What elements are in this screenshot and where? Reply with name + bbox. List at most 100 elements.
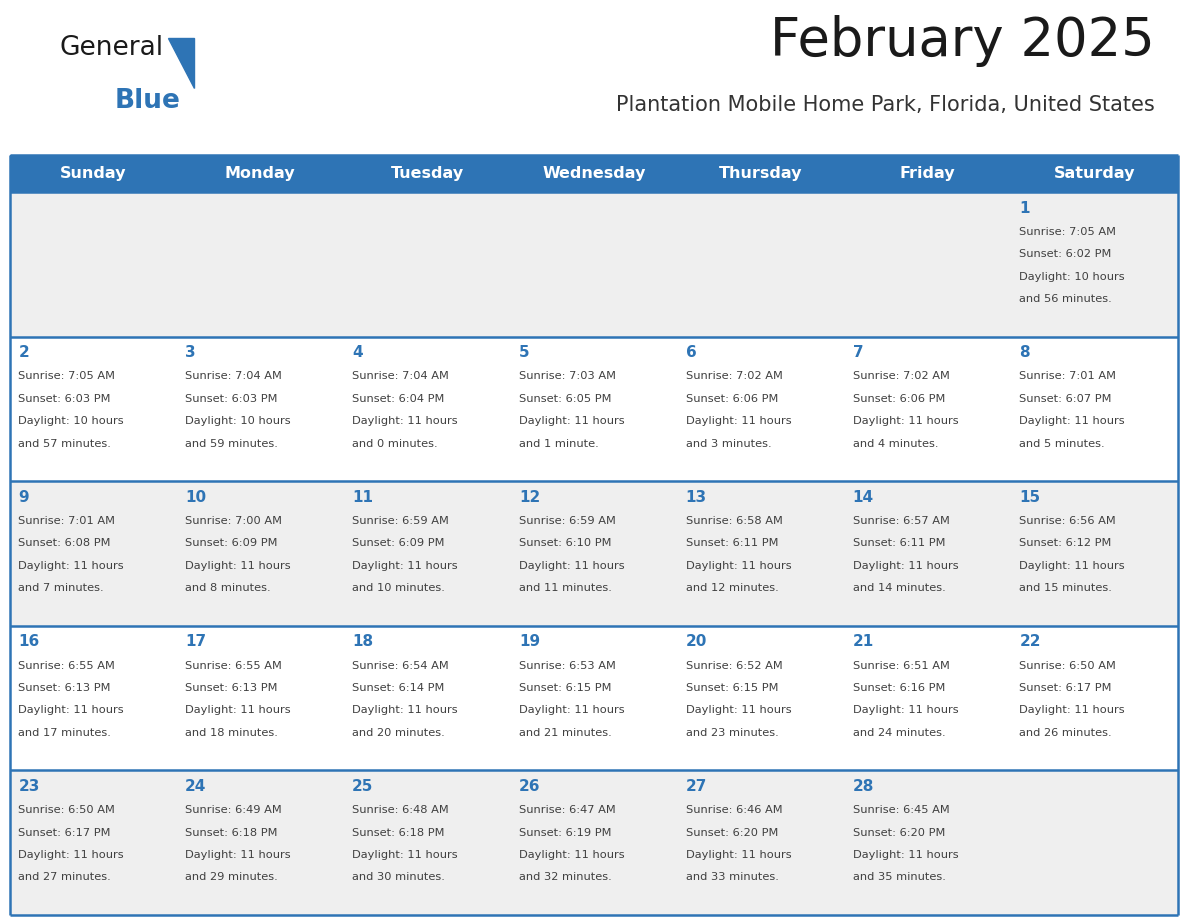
- Text: Sunrise: 6:46 AM: Sunrise: 6:46 AM: [685, 805, 783, 815]
- Bar: [343, 481, 511, 626]
- Text: Sunset: 6:06 PM: Sunset: 6:06 PM: [685, 394, 778, 404]
- Text: Daylight: 10 hours: Daylight: 10 hours: [1019, 272, 1125, 282]
- Bar: [511, 481, 677, 626]
- Text: 11: 11: [352, 490, 373, 505]
- Text: 4: 4: [352, 345, 362, 360]
- Bar: [677, 337, 845, 481]
- Text: Daylight: 11 hours: Daylight: 11 hours: [352, 416, 457, 426]
- Text: Daylight: 11 hours: Daylight: 11 hours: [352, 850, 457, 860]
- Text: Thursday: Thursday: [719, 166, 803, 181]
- Text: Sunrise: 6:50 AM: Sunrise: 6:50 AM: [1019, 661, 1117, 670]
- Bar: [1011, 626, 1178, 770]
- Text: Sunrise: 6:55 AM: Sunrise: 6:55 AM: [18, 661, 115, 670]
- Text: and 1 minute.: and 1 minute.: [519, 439, 599, 449]
- Bar: [845, 770, 1011, 915]
- Bar: [177, 481, 343, 626]
- Text: and 15 minutes.: and 15 minutes.: [1019, 583, 1112, 593]
- Bar: [343, 626, 511, 770]
- Text: and 14 minutes.: and 14 minutes.: [853, 583, 946, 593]
- Text: Sunset: 6:14 PM: Sunset: 6:14 PM: [352, 683, 444, 693]
- Text: 24: 24: [185, 779, 207, 794]
- Text: 19: 19: [519, 634, 541, 649]
- Text: 21: 21: [853, 634, 874, 649]
- Text: Sunrise: 6:56 AM: Sunrise: 6:56 AM: [1019, 516, 1117, 526]
- Text: Sunrise: 7:02 AM: Sunrise: 7:02 AM: [685, 371, 783, 381]
- Text: Friday: Friday: [899, 166, 955, 181]
- Text: Sunrise: 6:52 AM: Sunrise: 6:52 AM: [685, 661, 783, 670]
- Text: and 33 minutes.: and 33 minutes.: [685, 872, 778, 882]
- Text: Sunset: 6:15 PM: Sunset: 6:15 PM: [519, 683, 612, 693]
- Bar: [1011, 481, 1178, 626]
- Bar: [1011, 337, 1178, 481]
- Text: 26: 26: [519, 779, 541, 794]
- Bar: [511, 337, 677, 481]
- Text: 20: 20: [685, 634, 707, 649]
- Bar: [10, 337, 177, 481]
- Text: Daylight: 11 hours: Daylight: 11 hours: [18, 705, 124, 715]
- Bar: [511, 626, 677, 770]
- Text: Sunday: Sunday: [61, 166, 127, 181]
- Text: and 5 minutes.: and 5 minutes.: [1019, 439, 1105, 449]
- Text: Daylight: 11 hours: Daylight: 11 hours: [519, 850, 625, 860]
- Text: Sunrise: 7:02 AM: Sunrise: 7:02 AM: [853, 371, 949, 381]
- Text: Daylight: 11 hours: Daylight: 11 hours: [685, 416, 791, 426]
- Bar: [677, 192, 845, 337]
- Text: Daylight: 10 hours: Daylight: 10 hours: [18, 416, 124, 426]
- Text: and 20 minutes.: and 20 minutes.: [352, 728, 444, 738]
- Text: and 35 minutes.: and 35 minutes.: [853, 872, 946, 882]
- Text: Sunrise: 6:55 AM: Sunrise: 6:55 AM: [185, 661, 282, 670]
- Text: 15: 15: [1019, 490, 1041, 505]
- Text: Daylight: 11 hours: Daylight: 11 hours: [352, 561, 457, 571]
- Text: 18: 18: [352, 634, 373, 649]
- Text: 23: 23: [18, 779, 39, 794]
- Text: Sunrise: 7:03 AM: Sunrise: 7:03 AM: [519, 371, 615, 381]
- Text: 7: 7: [853, 345, 864, 360]
- Text: Daylight: 11 hours: Daylight: 11 hours: [1019, 561, 1125, 571]
- Text: Daylight: 11 hours: Daylight: 11 hours: [685, 705, 791, 715]
- Text: Sunset: 6:09 PM: Sunset: 6:09 PM: [185, 538, 278, 548]
- Text: Sunrise: 6:48 AM: Sunrise: 6:48 AM: [352, 805, 449, 815]
- Text: Sunset: 6:13 PM: Sunset: 6:13 PM: [185, 683, 278, 693]
- Text: and 12 minutes.: and 12 minutes.: [685, 583, 778, 593]
- Text: Sunset: 6:11 PM: Sunset: 6:11 PM: [685, 538, 778, 548]
- Text: Sunset: 6:18 PM: Sunset: 6:18 PM: [185, 827, 278, 837]
- Bar: [511, 192, 677, 337]
- Text: 27: 27: [685, 779, 707, 794]
- Text: Sunset: 6:12 PM: Sunset: 6:12 PM: [1019, 538, 1112, 548]
- Text: Sunrise: 7:01 AM: Sunrise: 7:01 AM: [1019, 371, 1117, 381]
- Text: 25: 25: [352, 779, 373, 794]
- Text: Blue: Blue: [115, 88, 181, 114]
- Text: Daylight: 11 hours: Daylight: 11 hours: [519, 561, 625, 571]
- Bar: [177, 770, 343, 915]
- Text: and 10 minutes.: and 10 minutes.: [352, 583, 446, 593]
- Text: Sunrise: 7:04 AM: Sunrise: 7:04 AM: [185, 371, 282, 381]
- Bar: [343, 337, 511, 481]
- Text: Sunset: 6:07 PM: Sunset: 6:07 PM: [1019, 394, 1112, 404]
- Text: Sunset: 6:18 PM: Sunset: 6:18 PM: [352, 827, 444, 837]
- Text: Sunset: 6:17 PM: Sunset: 6:17 PM: [18, 827, 110, 837]
- Text: 8: 8: [1019, 345, 1030, 360]
- Text: 17: 17: [185, 634, 207, 649]
- Text: 9: 9: [18, 490, 29, 505]
- Text: Sunrise: 6:57 AM: Sunrise: 6:57 AM: [853, 516, 949, 526]
- Text: Daylight: 11 hours: Daylight: 11 hours: [853, 705, 959, 715]
- Text: and 0 minutes.: and 0 minutes.: [352, 439, 437, 449]
- Bar: [10, 155, 1178, 192]
- Text: 10: 10: [185, 490, 207, 505]
- Text: Sunrise: 6:49 AM: Sunrise: 6:49 AM: [185, 805, 282, 815]
- Bar: [845, 481, 1011, 626]
- Text: Daylight: 11 hours: Daylight: 11 hours: [352, 705, 457, 715]
- Text: and 56 minutes.: and 56 minutes.: [1019, 294, 1112, 304]
- Bar: [10, 626, 177, 770]
- Bar: [10, 192, 177, 337]
- Text: Sunrise: 6:51 AM: Sunrise: 6:51 AM: [853, 661, 949, 670]
- Text: and 4 minutes.: and 4 minutes.: [853, 439, 939, 449]
- Text: Sunrise: 6:53 AM: Sunrise: 6:53 AM: [519, 661, 615, 670]
- Text: Sunrise: 6:54 AM: Sunrise: 6:54 AM: [352, 661, 449, 670]
- Text: and 29 minutes.: and 29 minutes.: [185, 872, 278, 882]
- Text: February 2025: February 2025: [770, 15, 1155, 67]
- Text: Daylight: 11 hours: Daylight: 11 hours: [1019, 705, 1125, 715]
- Text: Sunset: 6:11 PM: Sunset: 6:11 PM: [853, 538, 946, 548]
- Text: and 24 minutes.: and 24 minutes.: [853, 728, 946, 738]
- Text: and 57 minutes.: and 57 minutes.: [18, 439, 112, 449]
